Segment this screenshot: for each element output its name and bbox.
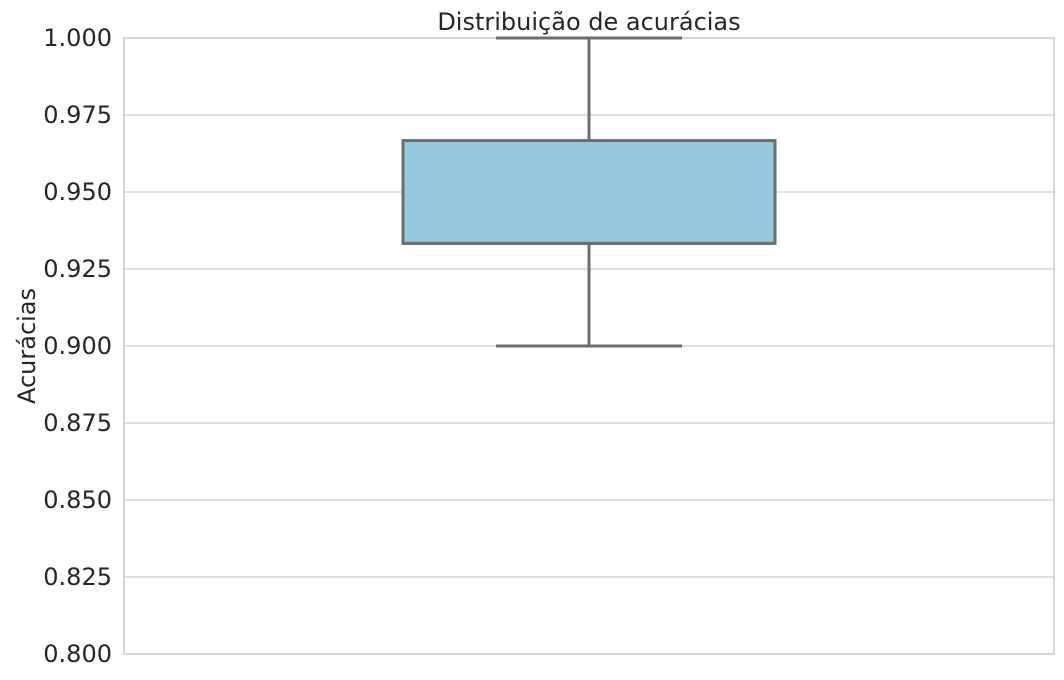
y-tick-label: 0.825	[43, 563, 112, 591]
y-tick-labels: 0.800 0.825 0.850 0.875 0.900 0.925 0.950 0.975…	[43, 24, 112, 668]
y-tick-label: 0.925	[43, 255, 112, 283]
y-tick-label: 0.900	[43, 332, 112, 360]
y-tick-label: 0.875	[43, 409, 112, 437]
y-tick-label: 0.850	[43, 486, 112, 514]
y-tick-label: 0.950	[43, 178, 112, 206]
y-tick-label: 0.800	[43, 640, 112, 668]
iqr-box	[401, 139, 777, 245]
y-tick-label: 1.000	[43, 24, 112, 52]
box-layer	[401, 36, 777, 348]
y-tick-label: 0.975	[43, 101, 112, 129]
y-axis-title: Acurácias	[13, 288, 41, 404]
chart-title: Distribuição de acurácias	[437, 8, 740, 36]
